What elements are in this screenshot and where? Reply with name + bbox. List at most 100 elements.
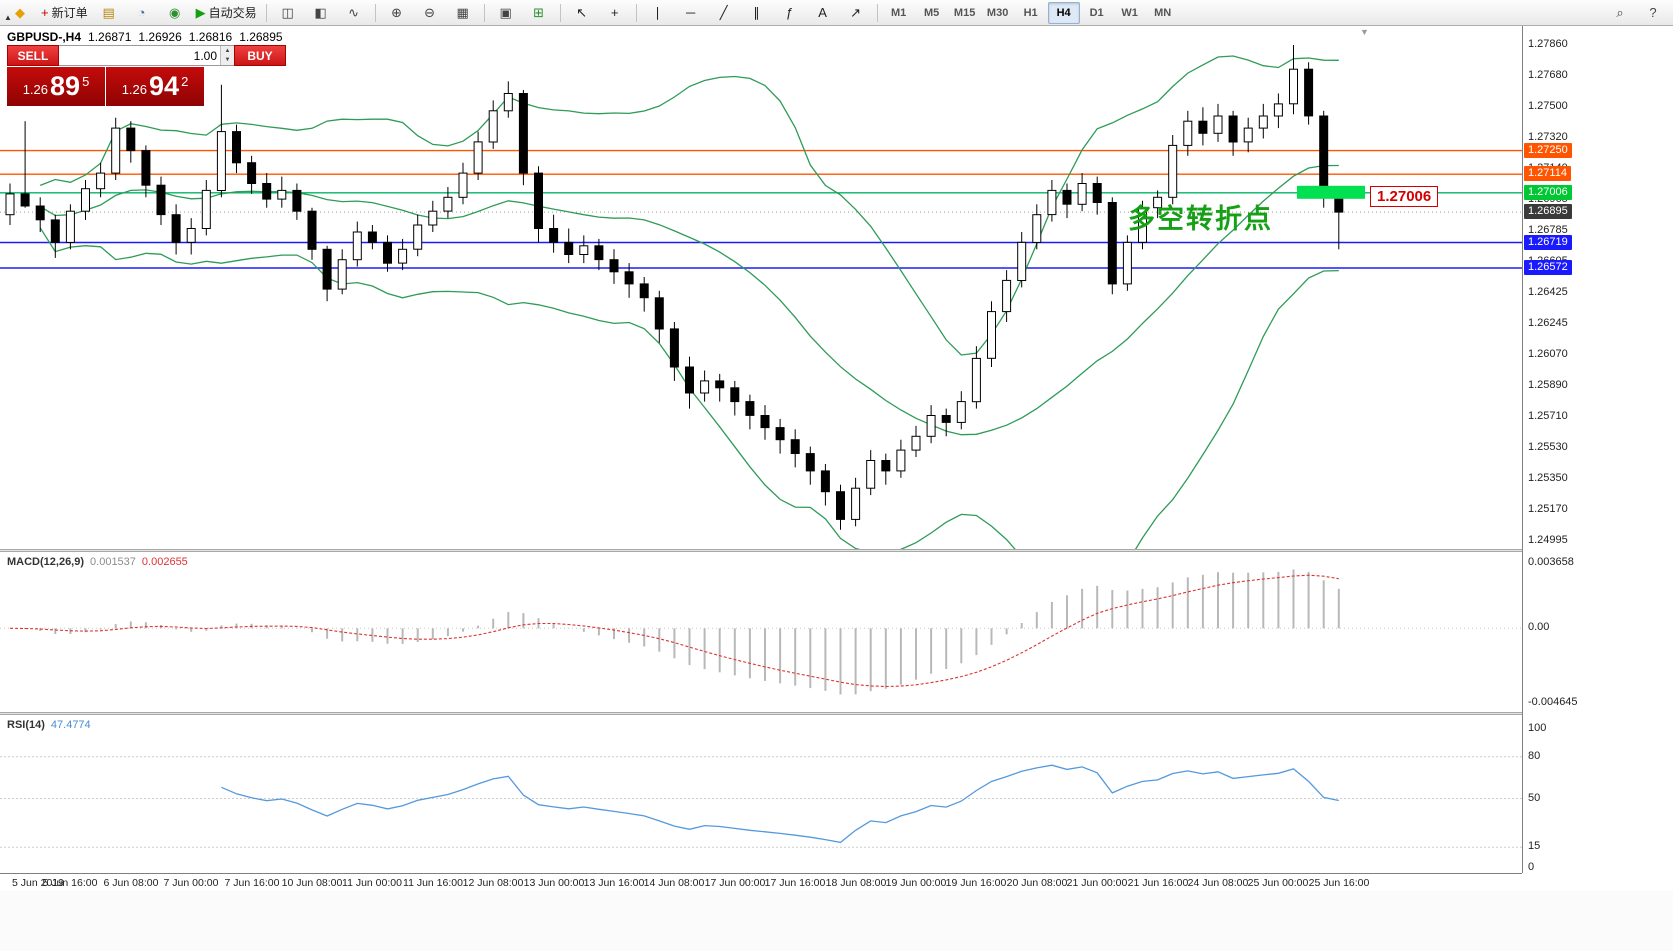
trendline-icon[interactable]: ╱ [708, 1, 740, 25]
buy-price-sup: 2 [181, 74, 189, 89]
time-axis-label: 25 Jun 16:00 [1308, 877, 1370, 889]
text-tool-icon[interactable]: A [807, 1, 839, 25]
close-value: 1.26895 [239, 30, 283, 44]
refresh-icon[interactable]: ◉ [159, 1, 191, 25]
tf-h1-button[interactable]: H1 [1023, 6, 1038, 19]
indicators-icon-glyph: ⊞ [533, 5, 545, 20]
panel-splitter[interactable] [0, 549, 1673, 552]
toolbar-separator [635, 3, 637, 22]
price-scale[interactable]: 1.278601.276801.275001.273201.271401.269… [1522, 26, 1673, 873]
buy-button[interactable]: BUY [234, 45, 286, 66]
sell-button[interactable]: SELL [7, 45, 59, 66]
time-axis-label: 13 Jun 00:00 [523, 877, 585, 889]
help-icon-glyph: ? [1649, 5, 1657, 20]
time-axis-label: 19 Jun 00:00 [885, 877, 947, 889]
price-tick-label: 1.27320 [1528, 131, 1568, 143]
fibonacci-icon[interactable]: ƒ [774, 1, 806, 25]
zoom-out-icon-glyph: ⊖ [424, 5, 436, 20]
tf-m1-button[interactable]: M1 [890, 6, 907, 19]
price-tick-label: 1.26425 [1528, 286, 1568, 298]
volume-spinner[interactable]: ▲ ▼ [59, 45, 234, 66]
rsi-panel-canvas[interactable] [0, 715, 1522, 873]
horizontal-line-icon-glyph: ─ [686, 5, 696, 20]
chart-window-icon[interactable]: ▤ [93, 1, 125, 25]
new-order-glyph: + [41, 5, 49, 20]
rsi-indicator-label: RSI(14) 47.4774 [7, 719, 91, 731]
profile-icon-glyph: ◔ [137, 5, 146, 20]
bottom-area [0, 891, 1673, 951]
panel-splitter[interactable] [0, 712, 1673, 715]
autotrading-button-label: 自动交易 [208, 5, 257, 20]
toolbar-separator [265, 3, 267, 22]
tf-m30-button[interactable]: M30 [986, 6, 1009, 19]
rsi-axis-label: 50 [1528, 792, 1541, 804]
chart-shift-marker-icon[interactable]: ▼ [1360, 27, 1369, 37]
indicators-icon[interactable]: ⊞ [523, 1, 555, 25]
buy-price-button[interactable]: 1.26 94 2 [106, 67, 204, 106]
zoom-in-icon-glyph: ⊕ [391, 5, 403, 20]
chart-text-annotation[interactable]: 多空转折点 [1128, 204, 1273, 234]
cursor-icon[interactable]: ↖ [566, 1, 598, 25]
tf-d1-button[interactable]: D1 [1089, 6, 1104, 19]
price-tick-label: 1.25890 [1528, 379, 1568, 391]
horizontal-line-icon[interactable]: ─ [675, 1, 707, 25]
tf-h4-button[interactable]: H4 [1047, 1, 1080, 24]
zoom-in-icon[interactable]: ⊕ [381, 1, 413, 25]
tf-m5-button[interactable]: M5 [923, 6, 940, 19]
price-tick-label: 1.27860 [1528, 38, 1568, 50]
macd-axis-max: 0.003658 [1528, 556, 1574, 568]
text-tool-icon-glyph: A [818, 5, 827, 20]
arrows-tool-icon-glyph: ↗ [850, 5, 862, 20]
trendline-icon-glyph: ╱ [719, 5, 728, 20]
volume-input[interactable] [59, 46, 220, 65]
price-tick-label: 1.26070 [1528, 348, 1568, 360]
new-chart-icon[interactable]: ▣ [490, 1, 522, 25]
volume-down-icon[interactable]: ▼ [221, 55, 234, 65]
rsi-value: 47.4774 [50, 719, 91, 731]
vertical-line-icon[interactable]: ∣ [642, 1, 674, 25]
autotrading-button[interactable]: ▶ 自动交易 [192, 1, 261, 25]
tf-w1-button[interactable]: W1 [1121, 6, 1138, 19]
price-tick-label: 1.27500 [1528, 100, 1568, 112]
tf-mn-button[interactable]: MN [1154, 6, 1172, 19]
main-chart-canvas[interactable] [0, 26, 1522, 549]
cursor-icon-glyph: ↖ [576, 5, 588, 20]
app-logo-icon[interactable]: ◆ [4, 1, 36, 25]
sell-price-prefix: 1.26 [22, 82, 49, 97]
profile-icon[interactable]: ◔ [126, 1, 158, 25]
time-axis-label: 21 Jun 00:00 [1066, 877, 1128, 889]
arrows-tool-icon[interactable]: ↗ [840, 1, 872, 25]
vertical-line-icon-glyph: ∣ [654, 5, 661, 20]
volume-up-icon[interactable]: ▲ [221, 46, 234, 56]
high-value: 1.26926 [138, 30, 182, 44]
line-chart-icon[interactable]: ∿ [338, 1, 370, 25]
help-icon[interactable]: ? [1637, 1, 1669, 25]
one-click-collapse-icon[interactable]: ▲ [4, 13, 12, 22]
symbol-period-label: GBPUSD-,H4 [7, 30, 82, 44]
tf-m15-button[interactable]: M15 [953, 6, 976, 19]
candles-chart-icon[interactable]: ◧ [305, 1, 337, 25]
search-icon[interactable]: ⌕ [1604, 1, 1636, 25]
sell-price-button[interactable]: 1.26 89 5 [7, 67, 105, 106]
rsi-axis-label: 80 [1528, 750, 1541, 762]
price-level-box: 1.27114 [1524, 166, 1571, 181]
macd-indicator-label: MACD(12,26,9) 0.001537 0.002655 [7, 556, 188, 568]
price-tick-label: 1.25350 [1528, 472, 1568, 484]
bars-chart-icon-glyph: ◫ [281, 5, 294, 20]
new-order-button[interactable]: + 新订单 [37, 1, 92, 25]
price-tick-label: 1.26245 [1528, 317, 1568, 329]
time-axis-label: 11 Jun 16:00 [403, 877, 463, 889]
new-chart-icon-glyph: ▣ [499, 5, 512, 20]
bars-chart-icon[interactable]: ◫ [272, 1, 304, 25]
macd-panel-canvas[interactable] [0, 552, 1522, 712]
price-level-tag[interactable]: 1.27006 [1370, 186, 1439, 207]
line-chart-icon-glyph: ∿ [348, 5, 360, 20]
buy-price-prefix: 1.26 [121, 82, 148, 97]
crosshair-icon[interactable]: + [599, 1, 631, 25]
channel-icon[interactable]: ∥ [741, 1, 773, 25]
tile-windows-icon[interactable]: ▦ [447, 1, 479, 25]
zoom-out-icon[interactable]: ⊖ [414, 1, 446, 25]
time-scale[interactable]: 5 Jun 2019 5 Jun 16:00 6 Jun 08:00 7 Jun 00… [0, 873, 1522, 891]
time-axis-label: 14 Jun 08:00 [643, 877, 705, 889]
time-axis-label: 21 Jun 16:00 [1127, 877, 1189, 889]
